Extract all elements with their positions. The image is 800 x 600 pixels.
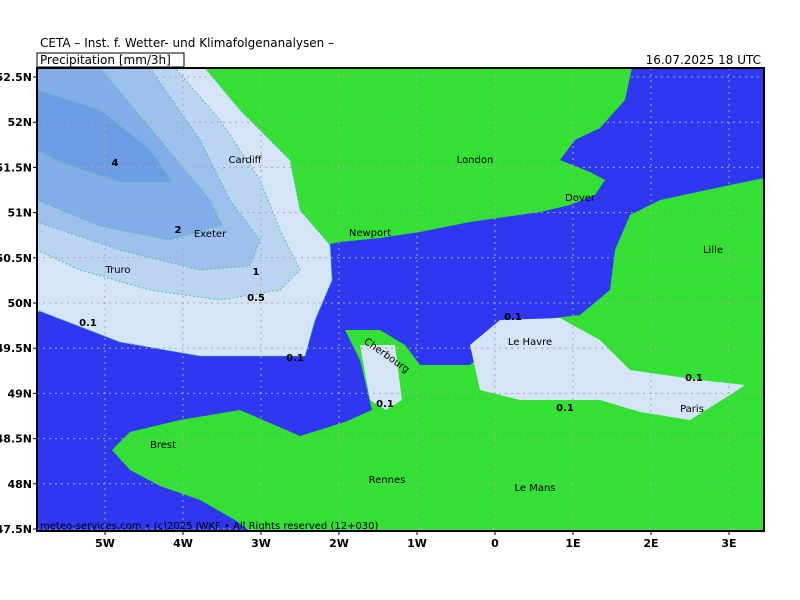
place-label: Exeter	[194, 229, 227, 240]
axis-labels: 52.5N 52N 51.5N 51N 50.5N 50N 49.5N 49N 48.5N 48N…	[0, 71, 737, 550]
header-title: CETA – Inst. f. Wetter- und Klimafolgena…	[40, 36, 334, 50]
lon-label: 5W	[95, 537, 115, 550]
lat-label: 49.5N	[0, 342, 32, 355]
place-label: London	[457, 155, 494, 166]
contour-label: 1	[253, 267, 260, 278]
lon-label: 2W	[329, 537, 349, 550]
contour-label: 0.5	[247, 293, 265, 304]
contour-label: 2	[175, 225, 182, 236]
lon-label: 3E	[721, 537, 736, 550]
footer: meteo-services.com • (c)2025 IWKF • All …	[40, 521, 379, 532]
lon-label: 2E	[643, 537, 658, 550]
lon-label: 3W	[251, 537, 271, 550]
land-france	[112, 178, 764, 531]
lon-label: 1E	[565, 537, 580, 550]
place-label: Truro	[104, 265, 130, 276]
graticule	[37, 68, 764, 531]
contour-label: 0.1	[556, 403, 574, 414]
map-area	[37, 68, 764, 531]
contour-label: 4	[112, 158, 119, 169]
contour-label: 0.1	[79, 318, 97, 329]
valid-time: 16.07.2025 18 UTC	[646, 53, 761, 67]
product-label: Precipitation [mm/3h]	[40, 53, 171, 67]
lat-label: 50.5N	[0, 252, 32, 265]
place-label: Cardiff	[228, 155, 262, 166]
place-label: Rennes	[369, 475, 406, 486]
precip-0-1-france	[470, 318, 745, 420]
contour-label: 0.1	[286, 353, 304, 364]
place-label: Le Mans	[514, 483, 555, 494]
lat-label: 47.5N	[0, 523, 32, 536]
lon-label: 4W	[173, 537, 193, 550]
lon-label: 0	[491, 537, 499, 550]
place-label: Brest	[150, 440, 176, 451]
lat-label: 48.5N	[0, 433, 32, 446]
contour-labels: 4 2 1 0.5 0.1 0.1 0.1 0.1 0.1 0.1	[79, 158, 703, 414]
contour-label: 0.1	[376, 399, 394, 410]
lon-label: 1W	[407, 537, 427, 550]
lat-label: 49N	[7, 387, 32, 400]
place-label: Paris	[680, 404, 704, 415]
map-frame	[36, 67, 765, 532]
place-label: Newport	[349, 228, 391, 239]
place-label: Lille	[703, 245, 723, 256]
place-label: Le Havre	[508, 337, 552, 348]
place-label: Dover	[565, 193, 596, 204]
contour-label: 0.1	[685, 373, 703, 384]
lat-label: 51.5N	[0, 161, 32, 174]
lat-label: 51N	[7, 207, 32, 220]
lat-label: 50N	[7, 297, 32, 310]
lat-label: 52N	[7, 116, 32, 129]
lat-label: 52.5N	[0, 71, 32, 84]
lat-label: 48N	[7, 478, 32, 491]
contour-label: 0.1	[504, 312, 522, 323]
